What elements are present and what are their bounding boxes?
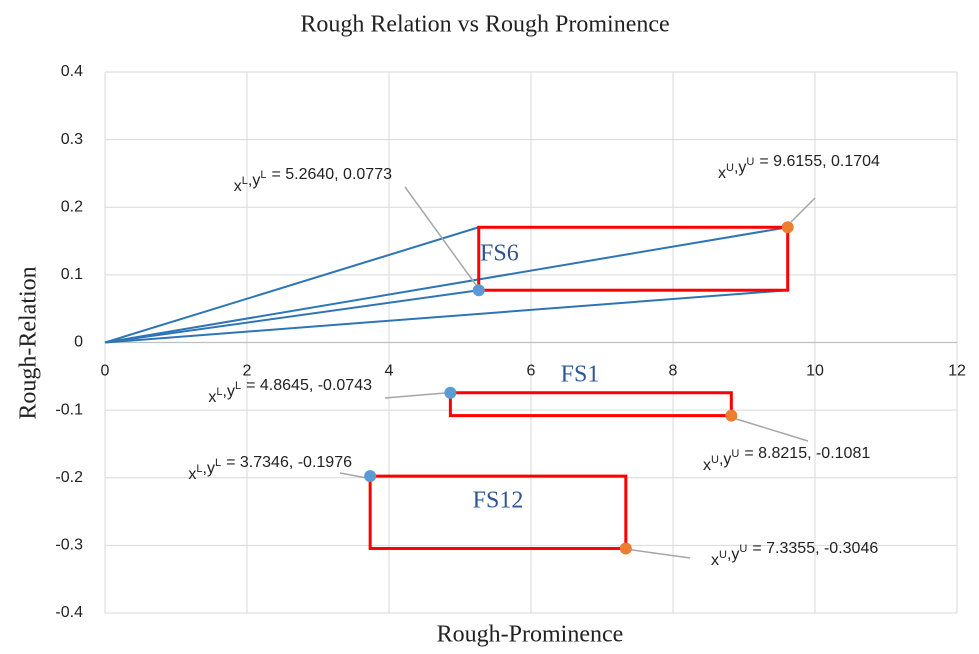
annotation-value: = 8.8215, -0.1081 <box>744 445 870 462</box>
annotation-value: = 4.8645, -0.0743 <box>246 377 372 394</box>
x-axis-label: Rough-Prominence <box>437 622 624 648</box>
y-tick-label: 0.2 <box>61 198 83 215</box>
leader-line <box>624 548 691 559</box>
origin-line <box>104 289 479 344</box>
x-tick-label: 4 <box>385 363 394 380</box>
y-tick-label: 0.3 <box>61 131 83 148</box>
point <box>472 284 485 297</box>
y-tick-label: -0.4 <box>55 604 83 621</box>
x-tick-label: 10 <box>806 363 824 380</box>
leader-line <box>339 472 368 479</box>
group-box <box>368 474 628 550</box>
origin-line <box>104 226 480 344</box>
leader-line <box>790 197 816 223</box>
annotation: xL,yL = 5.2640, 0.0773 <box>234 166 392 195</box>
leader-line <box>404 186 477 286</box>
y-tick-label: -0.2 <box>55 469 83 486</box>
x-tick-label: 12 <box>948 363 966 380</box>
group-label: FS1 <box>561 362 600 388</box>
annotation-name: xU,yU <box>703 448 739 474</box>
group-label: FS12 <box>473 488 524 514</box>
annotation-value: = 3.7346, -0.1976 <box>226 454 352 471</box>
group-box <box>448 391 733 418</box>
point <box>781 221 794 234</box>
x-tick-label: 6 <box>527 363 536 380</box>
annotation-name: xL,yL <box>208 380 241 406</box>
annotation: xL,yL = 4.8645, -0.0743 <box>208 377 372 406</box>
point <box>725 409 738 422</box>
y-tick-label: -0.1 <box>55 401 83 418</box>
annotation-value: = 7.3355, -0.3046 <box>752 540 878 557</box>
chart-title: Rough Relation vs Rough Prominence <box>300 12 669 38</box>
annotation-name: xU,yU <box>718 156 754 182</box>
annotation-value: = 5.2640, 0.0773 <box>271 166 392 183</box>
annotation: xU,yU = 8.8215, -0.1081 <box>703 445 870 474</box>
group-label: FS6 <box>480 241 519 267</box>
annotation-name: xU,yU <box>711 543 747 569</box>
y-tick-label: 0.4 <box>61 63 83 80</box>
point <box>619 542 632 555</box>
annotation: xL,yL = 3.7346, -0.1976 <box>188 454 352 483</box>
y-tick-label: 0.1 <box>61 266 83 283</box>
y-tick-label: 0 <box>74 334 83 351</box>
annotation: xU,yU = 7.3355, -0.3046 <box>711 540 878 569</box>
group-box <box>477 225 790 292</box>
point <box>364 470 377 483</box>
point <box>444 386 457 399</box>
y-axis-label: Rough-Relation <box>16 266 42 419</box>
x-tick-label: 8 <box>669 363 678 380</box>
origin-line <box>104 226 788 344</box>
annotation-name: xL,yL <box>234 169 267 195</box>
annotation: xU,yU = 9.6155, 0.1704 <box>718 153 880 182</box>
leader-line <box>384 392 446 399</box>
annotation-name: xL,yL <box>188 457 221 483</box>
x-tick-label: 2 <box>243 363 252 380</box>
leader-line <box>732 417 809 442</box>
y-tick-label: -0.3 <box>55 537 83 554</box>
annotation-value: = 9.6155, 0.1704 <box>759 153 880 170</box>
x-tick-label: 0 <box>101 363 110 380</box>
origin-line <box>104 289 788 344</box>
